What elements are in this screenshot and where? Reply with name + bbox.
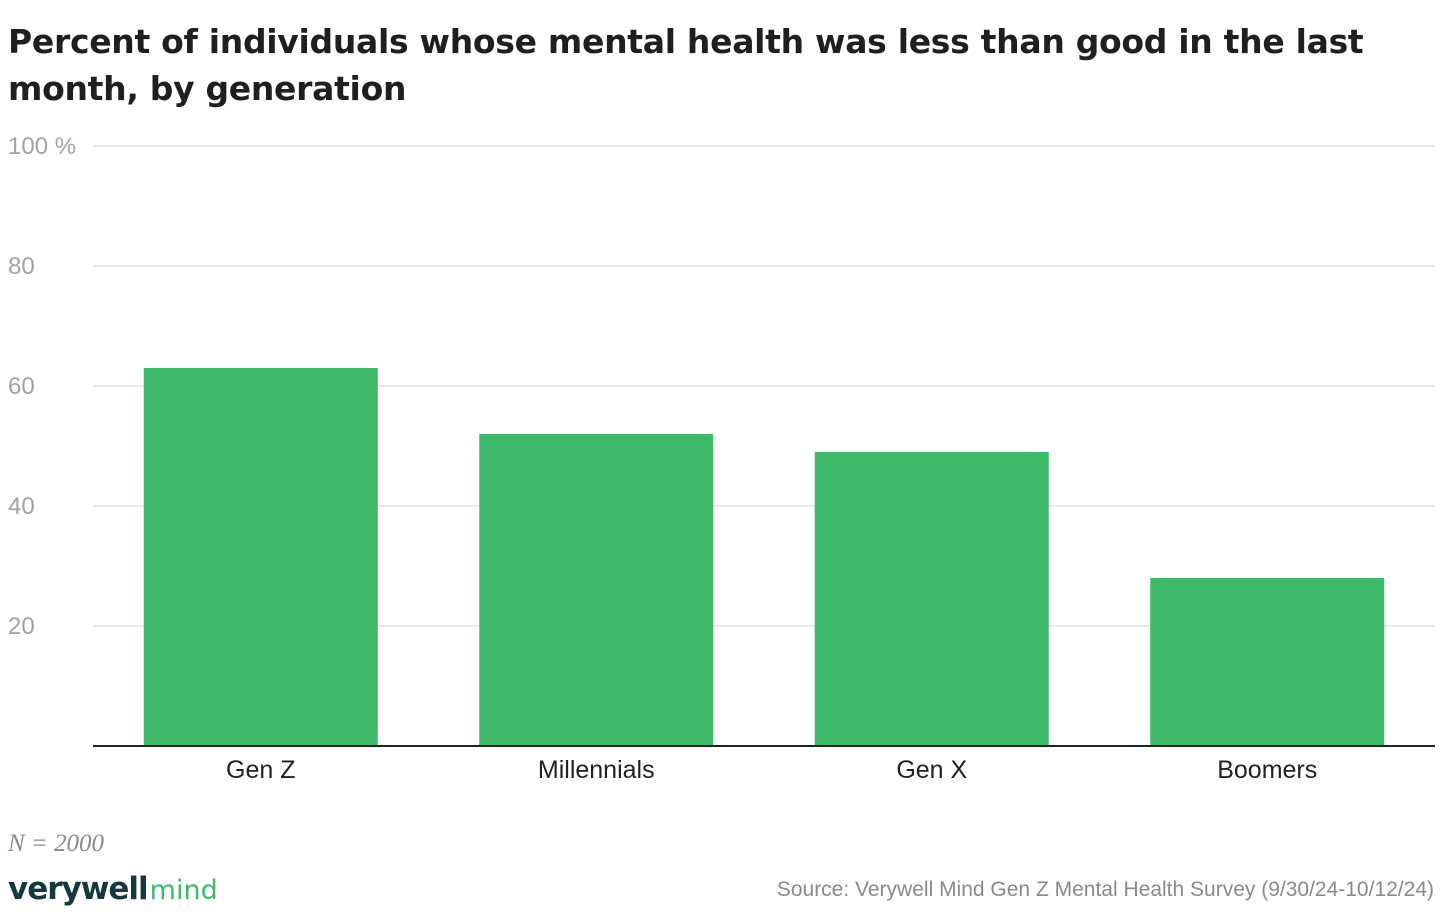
- brand-logo-primary: verywell: [8, 871, 149, 907]
- brand-logo[interactable]: verywellmind: [8, 869, 218, 911]
- bar-gen-x: [814, 452, 1049, 746]
- x-tick-label: Millennials: [538, 756, 655, 784]
- brand-logo-secondary: mind: [149, 875, 218, 906]
- y-tick-label: 40: [8, 493, 35, 520]
- y-tick-label: 20: [8, 613, 35, 640]
- source-note: Source: Verywell Mind Gen Z Mental Healt…: [776, 878, 1434, 901]
- chart-title: Percent of individuals whose mental heal…: [8, 22, 1364, 108]
- y-tick-label: 100 %: [8, 133, 76, 160]
- bars: [143, 368, 1385, 746]
- y-tick-label: 80: [8, 253, 35, 280]
- x-axis-ticks: Gen Z Millennials Gen X Boomers: [226, 756, 1317, 784]
- x-tick-label: Gen Z: [226, 756, 295, 784]
- x-tick-label: Gen X: [896, 756, 967, 784]
- bar-boomers: [1150, 578, 1385, 746]
- x-tick-label: Boomers: [1217, 756, 1317, 784]
- bar-millennials: [479, 434, 714, 746]
- bar-gen-z: [143, 368, 378, 746]
- y-axis-ticks: 20 40 60 80 100 %: [8, 133, 76, 640]
- y-tick-label: 60: [8, 373, 35, 400]
- sample-size-note: N = 2000: [8, 830, 105, 857]
